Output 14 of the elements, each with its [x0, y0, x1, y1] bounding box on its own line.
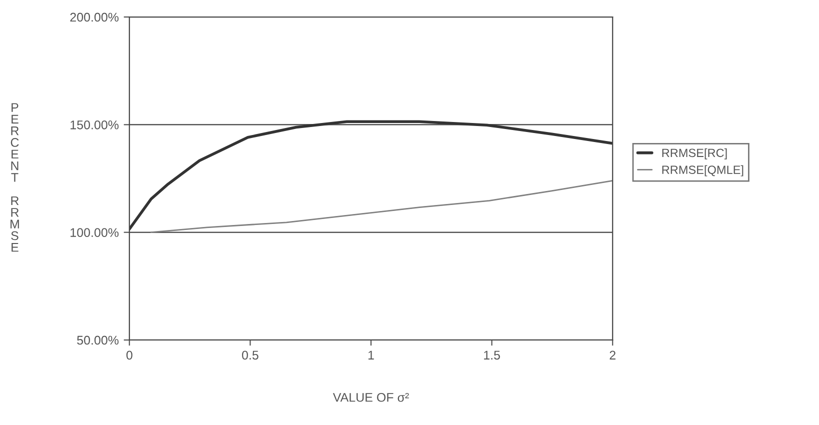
x-tick-label: 1	[368, 350, 374, 360]
x-tick-label: 1.5	[484, 350, 500, 360]
line-series	[150, 180, 613, 234]
x-axis-title: VALUE OF σ²	[332, 392, 409, 402]
legend-label: RRMSE[RC]	[662, 148, 727, 160]
text: PERCENT RRMSE	[10, 103, 19, 252]
x-tick-label: 0.5	[242, 350, 258, 360]
legend-label: RRMSE[QMLE]	[662, 165, 744, 176]
y-tick-label: 200.00%	[70, 12, 119, 22]
x-tick-label: 0	[126, 350, 132, 360]
y-tick-label: 50.00%	[77, 336, 119, 345]
y-tick-label: 100.00%	[70, 228, 119, 237]
x-tick-label: 2	[610, 350, 616, 360]
y-tick-label: 150.00%	[70, 120, 119, 130]
